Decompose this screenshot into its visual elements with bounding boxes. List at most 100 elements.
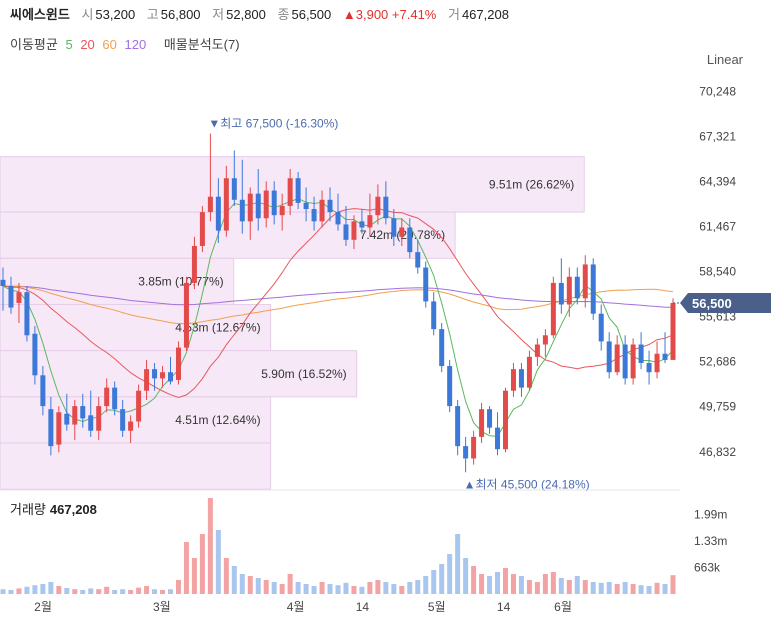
ma60-legend[interactable]: 60 bbox=[102, 37, 117, 52]
volume-bar bbox=[175, 580, 181, 594]
y-tick-label: 52,686 bbox=[699, 355, 736, 369]
candle-body bbox=[542, 335, 548, 345]
candle-body bbox=[168, 372, 173, 382]
candle-body bbox=[582, 264, 588, 299]
volume-bar bbox=[136, 587, 142, 594]
volume-bar bbox=[638, 585, 644, 594]
volume-bar bbox=[670, 575, 676, 594]
candle-body bbox=[287, 178, 293, 206]
candle-body bbox=[503, 390, 508, 450]
candle-body bbox=[630, 344, 636, 379]
volume-bar bbox=[263, 580, 269, 594]
candle-body bbox=[263, 190, 269, 219]
candle-body bbox=[534, 344, 540, 357]
candle-body bbox=[215, 196, 221, 231]
close-label: 종 bbox=[277, 7, 290, 22]
x-tick-label: 2월 bbox=[34, 600, 52, 614]
volume-bar bbox=[646, 586, 652, 594]
y-tick-label: 46,832 bbox=[699, 445, 736, 459]
candle-body bbox=[255, 193, 261, 219]
candle-body bbox=[104, 387, 110, 407]
candle-body bbox=[120, 409, 126, 431]
volume-bar bbox=[40, 584, 46, 594]
candle-body bbox=[375, 196, 381, 216]
ma20-legend[interactable]: 20 bbox=[80, 37, 95, 52]
candle-body bbox=[463, 446, 469, 459]
max-price-label: ▼최고 67,500 (-16.30%) bbox=[208, 117, 338, 131]
volume-tick-label: 1.99m bbox=[694, 507, 727, 521]
volume-bar bbox=[359, 586, 365, 594]
volume-bar bbox=[534, 582, 540, 594]
volume-profile-label: 3.85m (10.77%) bbox=[138, 274, 223, 288]
candle-body bbox=[654, 353, 660, 373]
ma120-legend[interactable]: 120 bbox=[124, 37, 147, 52]
volume-bar bbox=[630, 584, 636, 594]
volume-bar bbox=[112, 590, 118, 594]
x-tick-label: 3월 bbox=[153, 600, 171, 614]
candle-body bbox=[160, 372, 166, 379]
volume-bar bbox=[120, 589, 126, 594]
volume-bar bbox=[183, 542, 189, 594]
candle-body bbox=[487, 409, 493, 428]
candle-body bbox=[239, 199, 245, 222]
volume-bar bbox=[654, 582, 660, 594]
volume-bar bbox=[72, 589, 78, 594]
volume-bar bbox=[479, 574, 485, 594]
volume-bar bbox=[255, 578, 261, 594]
candle-body bbox=[614, 344, 620, 373]
x-tick-label: 4월 bbox=[287, 600, 305, 614]
candle-body bbox=[351, 221, 357, 240]
volume-bar bbox=[510, 574, 516, 594]
ma-legend-title[interactable]: 이동평균 bbox=[10, 37, 58, 52]
candle-body bbox=[367, 215, 373, 228]
volume-bar bbox=[191, 558, 197, 594]
scale-mode-button[interactable]: Linear bbox=[706, 52, 743, 67]
volume-bar bbox=[215, 530, 221, 594]
candle-body bbox=[455, 406, 461, 447]
volume-bar bbox=[526, 580, 532, 594]
volume-tick-label: 1.33m bbox=[694, 534, 727, 548]
volume-panel-title: 거래량 bbox=[10, 502, 46, 517]
volume-bar bbox=[88, 588, 94, 594]
volume-bar bbox=[96, 589, 102, 594]
volume-bar bbox=[542, 574, 548, 594]
volume-bar bbox=[351, 586, 357, 594]
volume-profile-label: 9.51m (26.62%) bbox=[489, 177, 574, 191]
candle-body bbox=[48, 409, 54, 447]
candle-body bbox=[598, 313, 604, 342]
volume-panel-label: 거래량 467,208 bbox=[10, 499, 97, 518]
y-tick-label: 55,613 bbox=[699, 310, 736, 324]
volume-bar bbox=[415, 580, 421, 594]
candle-body bbox=[319, 199, 325, 222]
high-value: 56,800 bbox=[160, 7, 201, 22]
volume-bar bbox=[614, 584, 620, 594]
candle-body bbox=[566, 276, 572, 305]
volume-bar bbox=[383, 582, 389, 594]
candle-body bbox=[391, 218, 397, 237]
candle-body bbox=[207, 196, 213, 213]
volume-profile-legend[interactable]: 매물분석도(7) bbox=[163, 37, 240, 52]
candle-body bbox=[191, 245, 197, 283]
y-tick-label: 49,759 bbox=[699, 400, 736, 414]
stock-name: 씨에스윈드 bbox=[10, 7, 70, 22]
y-tick-label: 64,394 bbox=[699, 174, 736, 188]
candle-body bbox=[447, 366, 453, 407]
candle-body bbox=[335, 212, 341, 225]
low-label: 저 bbox=[212, 7, 225, 22]
candle-body bbox=[526, 356, 532, 388]
volume-bar bbox=[64, 588, 70, 594]
volume-bar bbox=[327, 584, 333, 594]
ma5-legend[interactable]: 5 bbox=[65, 37, 73, 52]
volume-bar bbox=[566, 580, 572, 594]
candle-body bbox=[24, 292, 30, 336]
volume-bar bbox=[287, 574, 293, 594]
candle-body bbox=[550, 282, 556, 336]
volume-bar bbox=[152, 589, 158, 594]
candle-body bbox=[415, 252, 421, 268]
volume-bar bbox=[56, 586, 62, 594]
candle-body bbox=[662, 353, 668, 360]
volume-bar bbox=[407, 582, 413, 594]
candle-body bbox=[303, 202, 309, 210]
volume-bar bbox=[375, 580, 381, 594]
